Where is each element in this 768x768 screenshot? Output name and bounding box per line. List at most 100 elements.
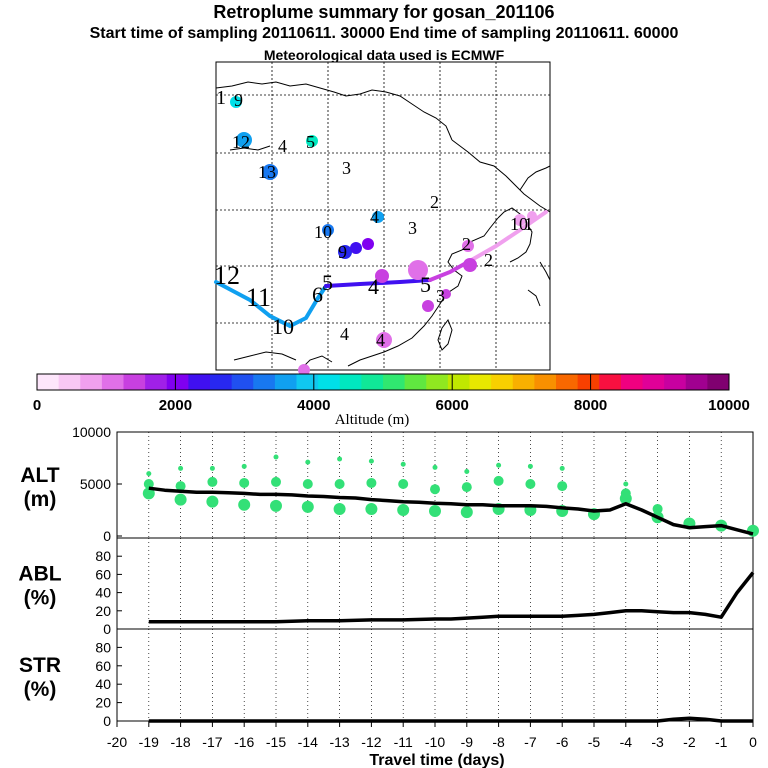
y-tick-label: 80 — [95, 548, 111, 564]
x-tick-label: -7 — [524, 734, 537, 750]
trajectory-dot — [338, 245, 352, 259]
altitude-dot — [209, 465, 215, 471]
colorbar-cell — [383, 374, 406, 390]
panel-title: ABL — [18, 563, 61, 586]
altitude-dot — [271, 476, 281, 487]
panel-unit: (%) — [24, 587, 57, 610]
altitude-dot — [143, 479, 154, 489]
colorbar-cell — [534, 374, 557, 390]
trajectory-track — [466, 210, 548, 264]
colorbar-cell — [123, 374, 146, 390]
colorbar-cell — [469, 374, 492, 390]
trajectory-dot — [527, 211, 537, 221]
panel-unit: (%) — [24, 678, 57, 701]
trajectory-label: 2 — [430, 192, 439, 212]
chart-title: Retroplume summary for gosan_201106 — [213, 2, 555, 22]
altitude-dot — [559, 465, 565, 471]
altitude-dot — [175, 481, 186, 492]
colorbar-cell — [145, 374, 168, 390]
trajectory-label: 10 — [314, 222, 332, 242]
colorbar-cell — [361, 374, 384, 390]
colorbar-cell — [166, 374, 189, 390]
altitude-dot — [461, 482, 472, 493]
trajectory-label: 5 — [420, 272, 431, 297]
border-line — [233, 351, 297, 361]
border-line — [229, 145, 271, 151]
trajectory-dot — [350, 242, 362, 254]
x-tick-label: -6 — [556, 734, 569, 750]
colorbar-frame — [36, 373, 730, 391]
trajectory-label: 4 — [368, 274, 379, 299]
trajectory-dot — [375, 269, 389, 283]
altitude-dot — [460, 506, 473, 519]
taiwan-coast — [437, 318, 453, 351]
altitude-dot — [334, 479, 345, 489]
altitude-dot — [142, 487, 155, 500]
colorbar-cell — [188, 374, 211, 390]
trajectory-dot — [422, 300, 434, 312]
altitude-dot — [432, 464, 438, 470]
trajectory-label: 3 — [436, 286, 445, 306]
colorbar-cell — [707, 374, 730, 390]
altitude-dot — [302, 479, 313, 489]
colorbar-cell — [231, 374, 254, 390]
altitude-dot — [430, 484, 440, 495]
trajectory-label: 2 — [462, 234, 471, 254]
trajectory-dot — [262, 164, 278, 180]
colorbar-cell — [101, 374, 125, 390]
border-line — [451, 139, 551, 213]
trajectory-label: 2 — [484, 250, 493, 270]
altitude-dot — [333, 502, 346, 515]
trajectory-label: 3 — [342, 158, 351, 178]
altitude-dot — [270, 499, 282, 512]
colorbar-cell — [253, 374, 276, 390]
altitude-dot — [747, 524, 759, 537]
colorbar-cell — [620, 374, 644, 390]
colorbar-tick: 2000 — [159, 397, 192, 414]
trajectory-dot — [306, 135, 318, 147]
altitude-dot — [464, 469, 470, 475]
trajectory-dot — [408, 260, 428, 280]
x-tick-label: -4 — [620, 734, 633, 750]
altitude-dot — [207, 476, 218, 487]
japan-coast — [527, 289, 541, 307]
trajectory-label: 4 — [340, 324, 349, 344]
korea-coast — [497, 207, 533, 263]
x-tick-label: -11 — [394, 734, 413, 750]
series-line — [148, 486, 754, 536]
x-tick-label: -2 — [683, 734, 696, 750]
colorbar-label: Altitude (m) — [335, 412, 410, 428]
colorbar-tick: 0 — [33, 397, 41, 414]
colorbar-cell — [512, 374, 535, 390]
colorbar-tick: 10000 — [708, 397, 750, 414]
panel-frame — [116, 537, 754, 630]
travel-time-axis: -20 -19 -18 -17 -16 -15 -14 -13 -12 -11 -10 -9 -8 -7-… — [107, 721, 757, 768]
altitude-colorbar: 0 2000 4000 6000 8000 10000 Altitude (m) — [33, 373, 750, 428]
altitude-dot — [429, 505, 441, 518]
trajectory-track — [324, 278, 432, 288]
trajectory-dot — [236, 132, 252, 148]
altitude-dot — [241, 463, 247, 469]
y-tick-label: 0 — [103, 528, 111, 544]
trajectory-label: 10 — [272, 314, 294, 339]
altitude-dot — [174, 493, 187, 506]
y-tick-label: 20 — [95, 603, 111, 619]
panel-title: STR — [19, 654, 61, 677]
trajectory-dot — [230, 96, 242, 108]
y-tick-label: 5000 — [80, 476, 111, 492]
y-tick-label: 0 — [103, 621, 111, 637]
x-tick-label: -8 — [492, 734, 505, 750]
trajectory-label: 11 — [246, 283, 271, 312]
trajectory-dot — [463, 258, 477, 272]
trajectory-dot — [362, 238, 374, 250]
series-line — [148, 716, 753, 723]
trajectory-label: 5 — [322, 270, 333, 295]
trajectory-dot — [322, 224, 334, 236]
colorbar-cell — [447, 374, 471, 390]
colorbar-tick-labels: 0 2000 4000 6000 8000 10000 — [33, 397, 750, 414]
colorbar-cell — [37, 374, 60, 390]
colorbar-cell — [274, 374, 298, 390]
colorbar-cell — [296, 374, 319, 390]
